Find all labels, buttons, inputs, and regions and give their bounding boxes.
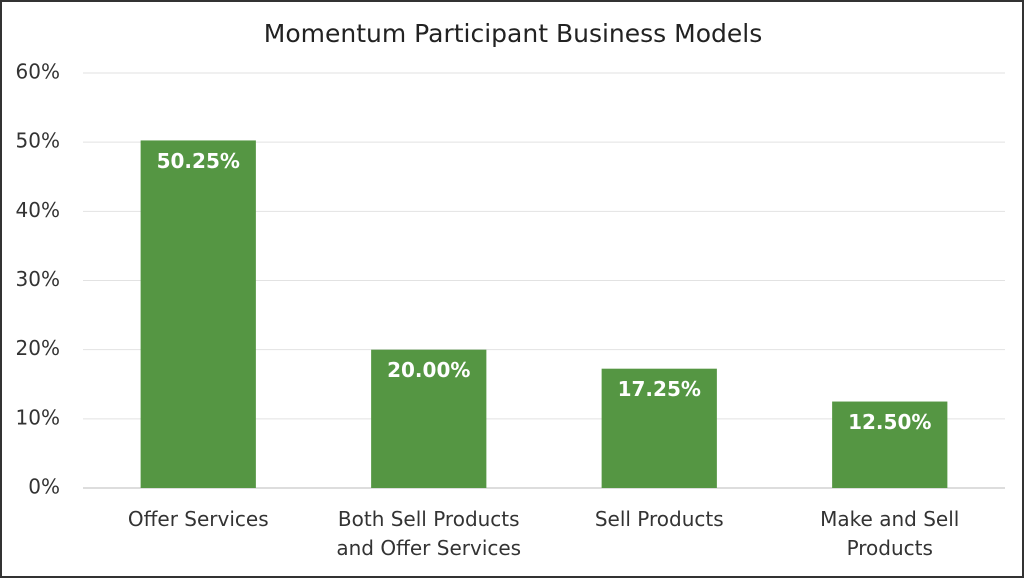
- bar: [371, 349, 487, 488]
- x-tick-label: Sell Products: [594, 507, 724, 531]
- y-tick-label: 0%: [28, 475, 60, 499]
- y-tick-label: 10%: [16, 405, 60, 429]
- value-label: 50.25%: [157, 149, 240, 173]
- y-tick-label: 50%: [16, 129, 60, 153]
- chart-title: Momentum Participant Business Models: [264, 19, 762, 48]
- y-tick-label: 30%: [16, 267, 60, 291]
- value-label: 17.25%: [618, 377, 701, 401]
- value-label: 20.00%: [387, 358, 470, 382]
- x-tick-label: Both Sell Products and Offer Services: [336, 507, 522, 560]
- bar: [832, 401, 948, 488]
- x-tick-label: Offer Services: [127, 507, 269, 531]
- value-label: 12.50%: [848, 410, 931, 434]
- bar: [601, 368, 717, 488]
- y-tick-label: 60%: [16, 60, 60, 84]
- bar: [140, 140, 256, 488]
- y-tick-label: 40%: [16, 198, 60, 222]
- y-tick-label: 20%: [16, 336, 60, 360]
- x-tick-label: Make and Sell Products: [820, 507, 960, 560]
